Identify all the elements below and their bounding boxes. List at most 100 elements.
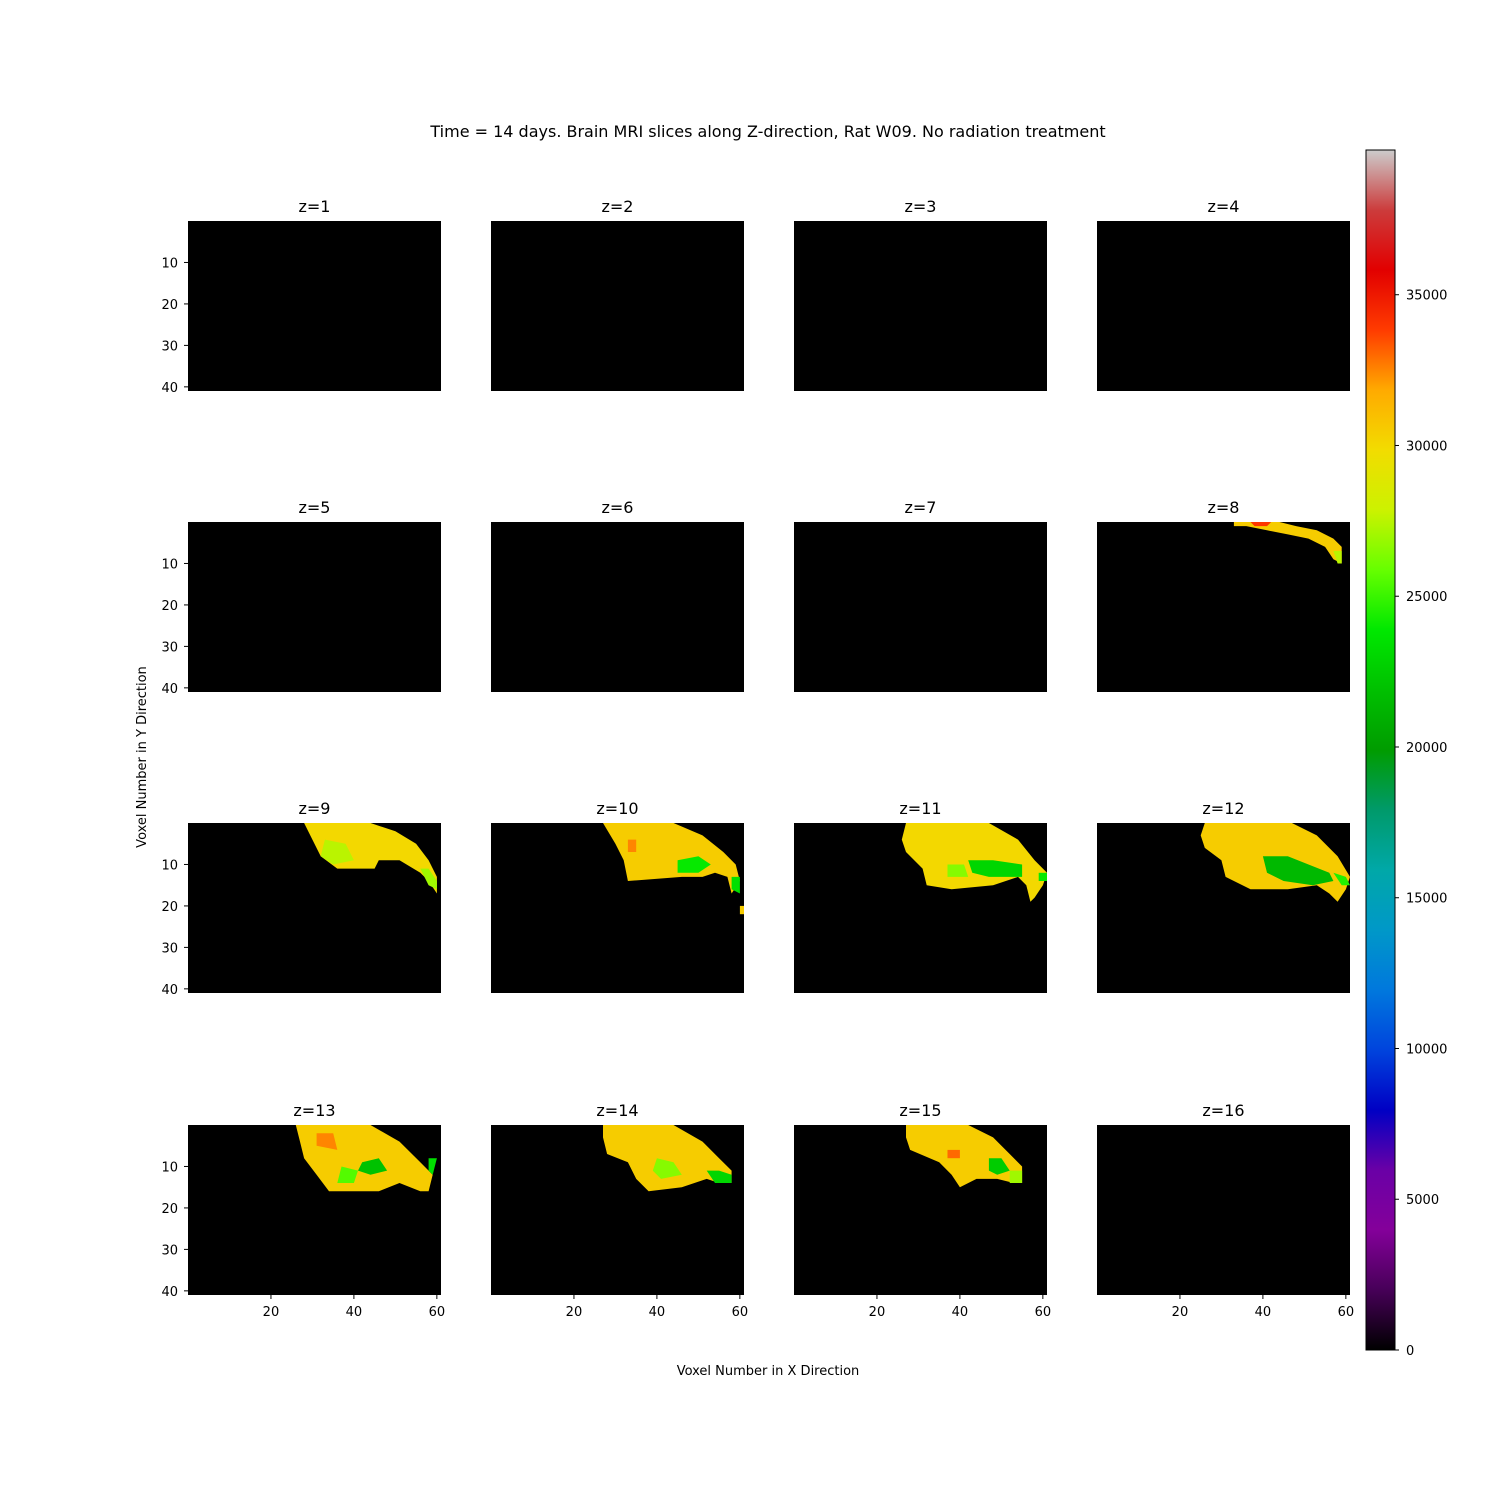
- panel-z7: z=7: [794, 498, 1047, 692]
- panel-z9: z=9 10 20 30 40: [161, 799, 441, 998]
- panel-background: [491, 522, 744, 692]
- intensity-region: [1250, 522, 1272, 527]
- panel-title: z=15: [899, 1101, 941, 1120]
- panel-title: z=14: [596, 1101, 638, 1120]
- panel-title: z=4: [1208, 197, 1240, 216]
- panel-title: z=3: [905, 197, 937, 216]
- intensity-region: [627, 839, 637, 852]
- intensity-region: [337, 1166, 358, 1183]
- x-tick-label: 20: [1172, 1305, 1189, 1320]
- x-tick-label: 40: [1255, 1305, 1272, 1320]
- intensity-region: [652, 1158, 682, 1179]
- intensity-region: [1038, 872, 1047, 881]
- chart-title: Time = 14 days. Brain MRI slices along Z…: [429, 122, 1105, 141]
- intensity-region: [1009, 1170, 1023, 1183]
- panel-background: [1097, 1125, 1350, 1295]
- y-tick-label: 20: [161, 1202, 178, 1217]
- panel-background: [188, 522, 441, 692]
- intensity-region: [731, 876, 740, 894]
- intensity-region: [420, 868, 437, 890]
- panel-title: z=13: [293, 1101, 335, 1120]
- x-tick-label: 60: [1338, 1305, 1355, 1320]
- y-tick-label: 10: [161, 557, 178, 572]
- intensity-region: [428, 1158, 437, 1175]
- x-tick-label: 60: [1035, 1305, 1052, 1320]
- panel-z11: z=11: [794, 799, 1047, 993]
- intensity-region: [947, 1149, 960, 1159]
- panel-title: z=10: [596, 799, 638, 818]
- panel-title: z=12: [1202, 799, 1244, 818]
- y-tick-label: 40: [161, 682, 178, 697]
- intensity-region: [1333, 551, 1342, 564]
- panel-background: [794, 221, 1047, 391]
- colorbar-tick-label: 35000: [1406, 289, 1447, 304]
- panel-z12: z=12: [1097, 799, 1350, 993]
- intensity-region: [988, 1158, 1010, 1175]
- y-tick-label: 30: [161, 1243, 178, 1258]
- panel-background: [1097, 221, 1350, 391]
- intensity-region: [603, 1125, 732, 1192]
- panel-title: z=6: [602, 498, 634, 517]
- y-tick-label: 30: [161, 941, 178, 956]
- intensity-region: [1233, 522, 1342, 564]
- y-tick-label: 20: [161, 599, 178, 614]
- panel-z14: z=14 20 40 60: [491, 1101, 748, 1320]
- x-tick-label: 40: [346, 1305, 363, 1320]
- intensity-region: [304, 823, 437, 894]
- colorbar-gradient: [1365, 149, 1396, 1351]
- intensity-region: [320, 839, 354, 865]
- y-tick-label: 40: [161, 1285, 178, 1300]
- intensity-region: [1262, 856, 1334, 886]
- intensity-region: [1333, 872, 1350, 886]
- panel-title: z=7: [905, 498, 937, 517]
- panel-title: z=16: [1202, 1101, 1244, 1120]
- intensity-region: [316, 1133, 338, 1150]
- panel-z8: z=8: [1097, 498, 1350, 692]
- intensity-region: [947, 864, 969, 877]
- intensity-region: [677, 856, 711, 873]
- panel-z13: z=13 10 20 30 40 20 40 60: [161, 1101, 445, 1320]
- panel-title: z=11: [899, 799, 941, 818]
- y-tick-label: 20: [161, 900, 178, 915]
- panel-z15: z=15 20 40 60: [794, 1101, 1051, 1320]
- x-tick-label: 20: [263, 1305, 280, 1320]
- y-axis-label: Voxel Number in Y Direction: [135, 666, 150, 848]
- intensity-region: [968, 860, 1023, 877]
- colorbar: 0 5000 10000 15000 20000 25000 30000 35000: [1365, 149, 1447, 1359]
- x-tick-label: 60: [429, 1305, 446, 1320]
- intensity-region: [358, 1158, 388, 1175]
- panel-title: z=5: [299, 498, 331, 517]
- colorbar-tick-label: 15000: [1406, 892, 1447, 907]
- colorbar-tick-label: 25000: [1406, 590, 1447, 605]
- panel-z4: z=4: [1097, 197, 1350, 391]
- panel-title: z=9: [299, 799, 331, 818]
- y-tick-label: 10: [161, 256, 178, 271]
- y-tick-label: 30: [161, 339, 178, 354]
- x-axis-label: Voxel Number in X Direction: [677, 1364, 860, 1379]
- colorbar-tick-label: 20000: [1406, 741, 1447, 756]
- y-tick-label: 20: [161, 298, 178, 313]
- colorbar-tick-label: 30000: [1406, 439, 1447, 454]
- x-tick-label: 20: [869, 1305, 886, 1320]
- y-tick-label: 40: [161, 381, 178, 396]
- panel-title: z=8: [1208, 498, 1240, 517]
- x-tick-label: 60: [732, 1305, 749, 1320]
- x-tick-label: 20: [566, 1305, 583, 1320]
- panel-z6: z=6: [491, 498, 744, 692]
- colorbar-tick-label: 0: [1406, 1344, 1414, 1359]
- y-tick-label: 10: [161, 1160, 178, 1175]
- panel-background: [794, 522, 1047, 692]
- panel-z3: z=3: [794, 197, 1047, 391]
- panel-background: [188, 221, 441, 391]
- panel-title: z=2: [602, 197, 634, 216]
- colorbar-ticks: 0 5000 10000 15000 20000 25000 30000 35000: [1395, 289, 1447, 1359]
- panel-z10: z=10: [491, 799, 744, 993]
- intensity-region: [603, 823, 740, 894]
- panel-z1: z=1 10 20 30 40: [161, 197, 441, 396]
- colorbar-tick-label: 10000: [1406, 1042, 1447, 1057]
- panel-background: [491, 221, 744, 391]
- x-tick-label: 40: [649, 1305, 666, 1320]
- x-tick-label: 40: [952, 1305, 969, 1320]
- y-tick-label: 40: [161, 983, 178, 998]
- panel-z16: z=16 20 40 60: [1097, 1101, 1354, 1320]
